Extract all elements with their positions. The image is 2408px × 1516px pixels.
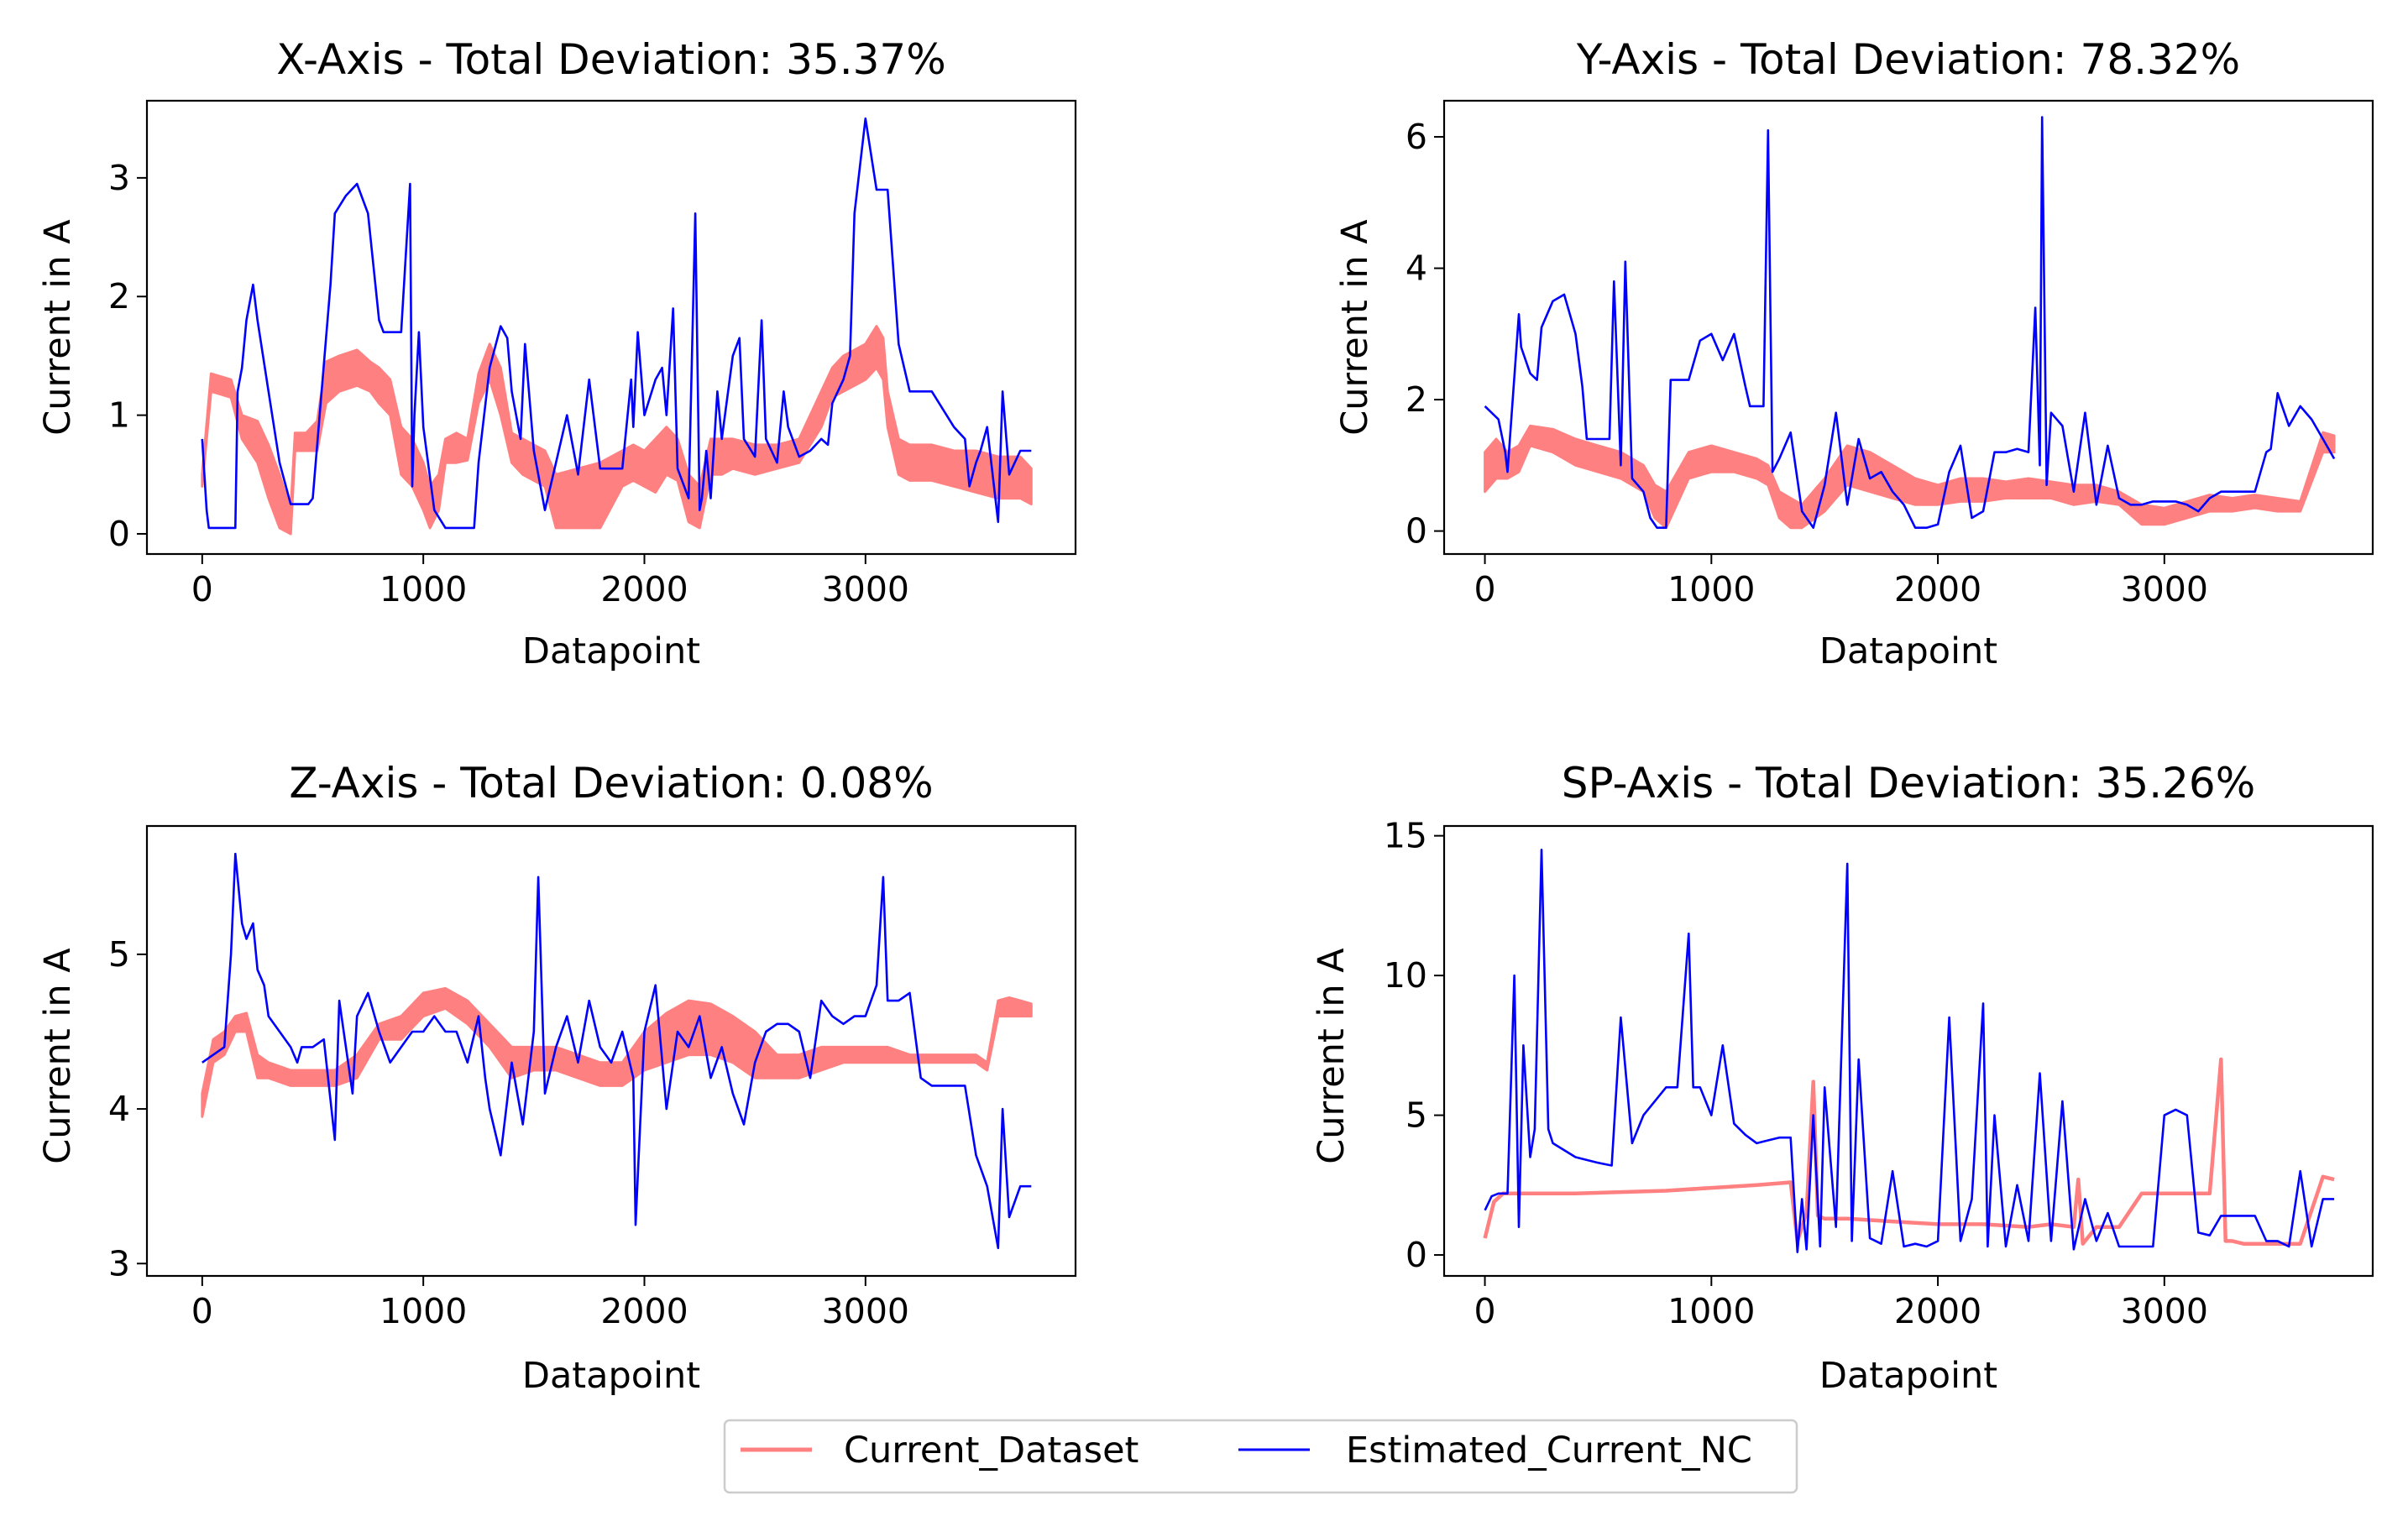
subplot-y-axis: Y-Axis - Total Deviation: 78.32% Datapoi… bbox=[1334, 35, 2374, 672]
series-band-current-dataset bbox=[1484, 424, 2336, 530]
y-tick-label: 4 bbox=[1406, 248, 1427, 289]
x-tick-label: 1000 bbox=[1667, 1291, 1755, 1331]
x-tick-label: 3000 bbox=[2121, 569, 2208, 609]
x-axis-label: Datapoint bbox=[1819, 1355, 1997, 1397]
x-tick-label: 3000 bbox=[2121, 1291, 2208, 1331]
y-tick-label: 3 bbox=[108, 158, 130, 198]
series-line-estimated-current-nc bbox=[201, 117, 1032, 530]
x-tick-label: 0 bbox=[191, 1291, 213, 1331]
y-tick-label: 15 bbox=[1384, 816, 1427, 856]
x-axis-label: Datapoint bbox=[522, 1355, 700, 1397]
series-band-current-dataset bbox=[201, 325, 1033, 536]
y-tick-label: 0 bbox=[1406, 1235, 1427, 1275]
subplot-z-axis: Z-Axis - Total Deviation: 0.08% Datapoin… bbox=[37, 759, 1077, 1397]
y-tick-label: 2 bbox=[1406, 379, 1427, 420]
axes-frame bbox=[1442, 824, 2374, 1278]
legend-frame bbox=[723, 1419, 1798, 1494]
x-tick-label: 0 bbox=[1474, 1291, 1496, 1331]
x-tick-label: 2000 bbox=[600, 1291, 688, 1331]
x-tick-label: 2000 bbox=[1894, 1291, 1981, 1331]
series-line-estimated-current-nc bbox=[1484, 116, 2336, 530]
y-tick-label: 5 bbox=[1406, 1095, 1427, 1136]
series-band-current-dataset bbox=[201, 986, 1033, 1118]
axes-frame bbox=[145, 99, 1077, 556]
y-tick-label: 3 bbox=[108, 1243, 130, 1283]
plot-area: 0 1000 2000 3000 0 1 2 3 bbox=[108, 99, 1077, 609]
y-tick-label: 0 bbox=[1406, 511, 1427, 552]
x-tick-label: 1000 bbox=[380, 569, 467, 609]
plot-area: 0 1000 2000 3000 0 5 10 15 bbox=[1384, 816, 2374, 1331]
subplot-sp-axis: SP-Axis - Total Deviation: 35.26% Datapo… bbox=[1311, 759, 2374, 1397]
x-tick-label: 2000 bbox=[1894, 569, 1981, 609]
subplot-title: Z-Axis - Total Deviation: 0.08% bbox=[289, 759, 933, 808]
y-axis-label: Current in A bbox=[37, 948, 79, 1164]
subplot-x-axis: X-Axis - Total Deviation: 35.37% Datapoi… bbox=[37, 35, 1077, 672]
x-tick-label: 1000 bbox=[1667, 569, 1755, 609]
y-tick-label: 2 bbox=[108, 276, 130, 316]
y-axis-label: Current in A bbox=[1334, 219, 1376, 436]
y-axis-label: Current in A bbox=[1311, 948, 1353, 1164]
series-line-estimated-current-nc bbox=[202, 852, 1032, 1250]
legend-label-estimated-current: Estimated_Current_NC bbox=[1346, 1430, 1752, 1472]
series-group bbox=[201, 117, 1033, 536]
y-axis-label: Current in A bbox=[37, 219, 79, 436]
series-group bbox=[1484, 116, 2336, 530]
x-axis-label: Datapoint bbox=[522, 630, 700, 672]
y-tick-label: 4 bbox=[108, 1089, 130, 1129]
x-tick-label: 3000 bbox=[822, 1291, 909, 1331]
axes-frame bbox=[145, 824, 1077, 1278]
x-tick-label: 0 bbox=[1474, 569, 1496, 609]
plot-area: 0 1000 2000 3000 0 2 4 6 bbox=[1406, 99, 2374, 609]
y-tick-label: 0 bbox=[108, 514, 130, 554]
x-tick-label: 2000 bbox=[600, 569, 688, 609]
axes-frame bbox=[1442, 99, 2374, 556]
legend-label-current-dataset: Current_Dataset bbox=[844, 1430, 1139, 1472]
series-line-estimated-current-nc bbox=[1484, 848, 2335, 1253]
x-tick-label: 3000 bbox=[822, 569, 909, 609]
y-tick-label: 10 bbox=[1384, 955, 1427, 996]
y-tick-label: 6 bbox=[1406, 117, 1427, 157]
y-tick-label: 1 bbox=[108, 395, 130, 436]
subplot-title: SP-Axis - Total Deviation: 35.26% bbox=[1562, 759, 2256, 808]
series-group bbox=[201, 852, 1033, 1250]
x-tick-label: 1000 bbox=[380, 1291, 467, 1331]
x-axis-label: Datapoint bbox=[1819, 630, 1997, 672]
subplot-title: Y-Axis - Total Deviation: 78.32% bbox=[1576, 35, 2240, 84]
plot-area: 0 1000 2000 3000 3 4 5 bbox=[108, 824, 1077, 1331]
legend: Current_Dataset Estimated_Current_NC bbox=[723, 1419, 1798, 1494]
x-tick-label: 0 bbox=[191, 569, 213, 609]
y-tick-label: 5 bbox=[108, 934, 130, 975]
series-group bbox=[1483, 848, 2335, 1253]
subplot-title: X-Axis - Total Deviation: 35.37% bbox=[276, 35, 946, 84]
